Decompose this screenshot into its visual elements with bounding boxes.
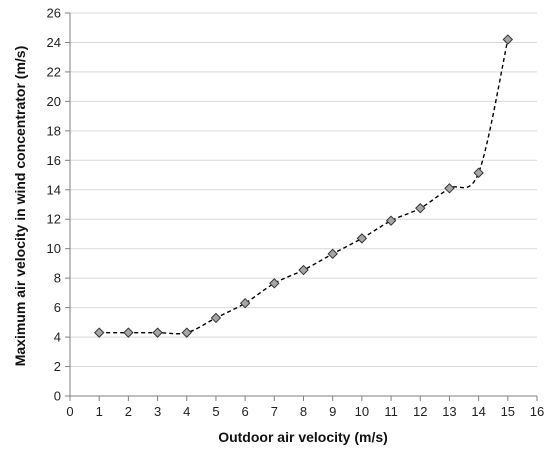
axes: [65, 12, 538, 401]
y-tick-label: 14: [47, 182, 61, 197]
data-point: [269, 278, 280, 289]
y-tick-label: 4: [54, 330, 61, 345]
y-axis-title: Maximum air velocity in wind concentrato…: [12, 46, 28, 367]
data-point: [152, 327, 163, 338]
y-tick-label: 10: [47, 241, 61, 256]
x-tick-label: 3: [154, 404, 161, 419]
data-point: [298, 264, 309, 276]
data-point: [385, 215, 397, 226]
y-tick-label: 0: [54, 389, 61, 404]
x-tick-label: 12: [413, 404, 427, 419]
data-point: [415, 202, 426, 214]
x-tick-label: 5: [212, 404, 219, 419]
y-tick-label: 16: [47, 153, 61, 168]
x-tick-label: 14: [471, 404, 485, 419]
data-point: [239, 297, 251, 309]
data-point: [356, 233, 368, 244]
x-tick-label: 0: [66, 404, 73, 419]
x-tick-label: 15: [501, 404, 515, 419]
data-point: [181, 327, 192, 338]
y-tick-label: 12: [47, 212, 61, 227]
x-tick-label: 7: [271, 404, 278, 419]
x-tick-label: 9: [329, 404, 336, 419]
x-tick-label: 6: [242, 404, 249, 419]
gridlines: [70, 12, 537, 368]
series-group: [93, 34, 514, 338]
data-point: [444, 183, 455, 194]
data-point: [93, 327, 105, 338]
x-axis-title: Outdoor air velocity (m/s): [218, 429, 388, 445]
y-tick-label: 22: [47, 64, 61, 79]
data-point: [123, 327, 134, 338]
y-tick-label: 20: [47, 94, 61, 109]
y-tick-label: 8: [54, 271, 61, 286]
x-tick-label: 13: [442, 404, 456, 419]
data-point: [327, 248, 338, 260]
x-tick-label: 16: [530, 404, 544, 419]
y-tick-label: 18: [47, 123, 61, 138]
y-tick-label: 6: [54, 300, 61, 315]
data-point: [210, 312, 222, 324]
data-point: [502, 34, 514, 45]
data-point: [473, 167, 484, 179]
y-tick-label: 24: [47, 35, 61, 50]
x-tick-label: 8: [300, 404, 307, 419]
x-tick-label: 1: [96, 404, 103, 419]
x-tick-label: 10: [355, 404, 369, 419]
x-tick-label: 11: [384, 404, 398, 419]
x-tick-label: 4: [183, 404, 190, 419]
x-tick-label: 2: [125, 404, 132, 419]
y-tick-label: 2: [54, 359, 61, 374]
y-tick-label: 26: [47, 6, 61, 21]
